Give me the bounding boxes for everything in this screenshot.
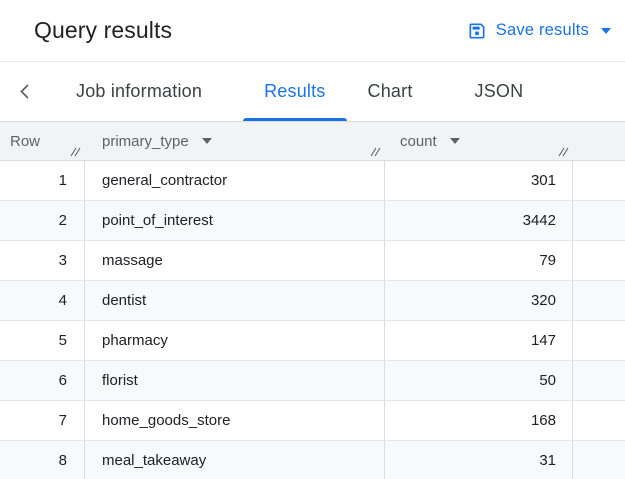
row-number-cell: 3 xyxy=(0,241,85,280)
filler-cell xyxy=(573,441,625,479)
row-number-cell: 7 xyxy=(0,401,85,440)
tab-chart[interactable]: Chart xyxy=(347,62,434,121)
row-number-cell: 4 xyxy=(0,281,85,320)
tab-json[interactable]: JSON xyxy=(454,62,545,121)
column-resize-handle-icon[interactable] xyxy=(369,146,382,157)
row-number-cell: 2 xyxy=(0,201,85,240)
row-number-cell: 6 xyxy=(0,361,85,400)
save-icon xyxy=(467,21,487,41)
filler-cell xyxy=(573,161,625,200)
count-cell: 50 xyxy=(385,361,573,400)
filler-cell xyxy=(573,241,625,280)
table-row[interactable]: 6 florist 50 xyxy=(0,361,625,401)
title-bar: Query results Save results xyxy=(0,0,625,62)
count-cell: 320 xyxy=(385,281,573,320)
table-row[interactable]: 4 dentist 320 xyxy=(0,281,625,321)
count-cell: 79 xyxy=(385,241,573,280)
count-cell: 31 xyxy=(385,441,573,479)
primary-type-cell: florist xyxy=(85,361,385,400)
column-header-count-label: count xyxy=(400,132,437,150)
filler-cell xyxy=(573,201,625,240)
table-row[interactable]: 5 pharmacy 147 xyxy=(0,321,625,361)
table-row[interactable]: 3 massage 79 xyxy=(0,241,625,281)
filler-cell xyxy=(573,401,625,440)
row-number-cell: 8 xyxy=(0,441,85,479)
filler-cell xyxy=(573,321,625,360)
column-header-primary-type-label: primary_type xyxy=(102,132,189,150)
save-results-label: Save results xyxy=(495,21,589,39)
column-header-row: Row xyxy=(0,122,85,160)
tab-bar: Job information Results Chart JSON xyxy=(0,62,625,122)
row-number-cell: 1 xyxy=(0,161,85,200)
column-header-filler xyxy=(573,122,625,160)
save-results-button[interactable]: Save results xyxy=(467,21,611,41)
count-cell: 3442 xyxy=(385,201,573,240)
table-row[interactable]: 1 general_contractor 301 xyxy=(0,161,625,201)
count-cell: 301 xyxy=(385,161,573,200)
column-header-row-label: Row xyxy=(10,132,41,150)
tab-results[interactable]: Results xyxy=(243,62,347,121)
count-cell: 147 xyxy=(385,321,573,360)
column-resize-handle-icon[interactable] xyxy=(557,146,570,157)
count-cell: 168 xyxy=(385,401,573,440)
table-row[interactable]: 2 point_of_interest 3442 xyxy=(0,201,625,241)
column-header-count[interactable]: count xyxy=(385,122,573,160)
sort-caret-icon[interactable] xyxy=(201,138,212,144)
results-table-body: 1 general_contractor 301 2 point_of_inte… xyxy=(0,161,625,479)
filler-cell xyxy=(573,361,625,400)
primary-type-cell: pharmacy xyxy=(85,321,385,360)
table-row[interactable]: 8 meal_takeaway 31 xyxy=(0,441,625,479)
tab-job-information[interactable]: Job information xyxy=(55,62,223,121)
column-resize-handle-icon[interactable] xyxy=(69,146,82,157)
dropdown-caret-icon xyxy=(601,27,611,34)
primary-type-cell: general_contractor xyxy=(85,161,385,200)
primary-type-cell: dentist xyxy=(85,281,385,320)
sort-caret-icon[interactable] xyxy=(449,138,460,144)
column-header-primary-type[interactable]: primary_type xyxy=(85,122,385,160)
chevron-left-icon xyxy=(17,83,32,100)
primary-type-cell: meal_takeaway xyxy=(85,441,385,479)
primary-type-cell: massage xyxy=(85,241,385,280)
primary-type-cell: point_of_interest xyxy=(85,201,385,240)
scroll-tabs-left-button[interactable] xyxy=(0,62,55,121)
page-title: Query results xyxy=(34,17,173,43)
row-number-cell: 5 xyxy=(0,321,85,360)
table-row[interactable]: 7 home_goods_store 168 xyxy=(0,401,625,441)
primary-type-cell: home_goods_store xyxy=(85,401,385,440)
filler-cell xyxy=(573,281,625,320)
results-table-header: Row primary_type count xyxy=(0,122,625,161)
